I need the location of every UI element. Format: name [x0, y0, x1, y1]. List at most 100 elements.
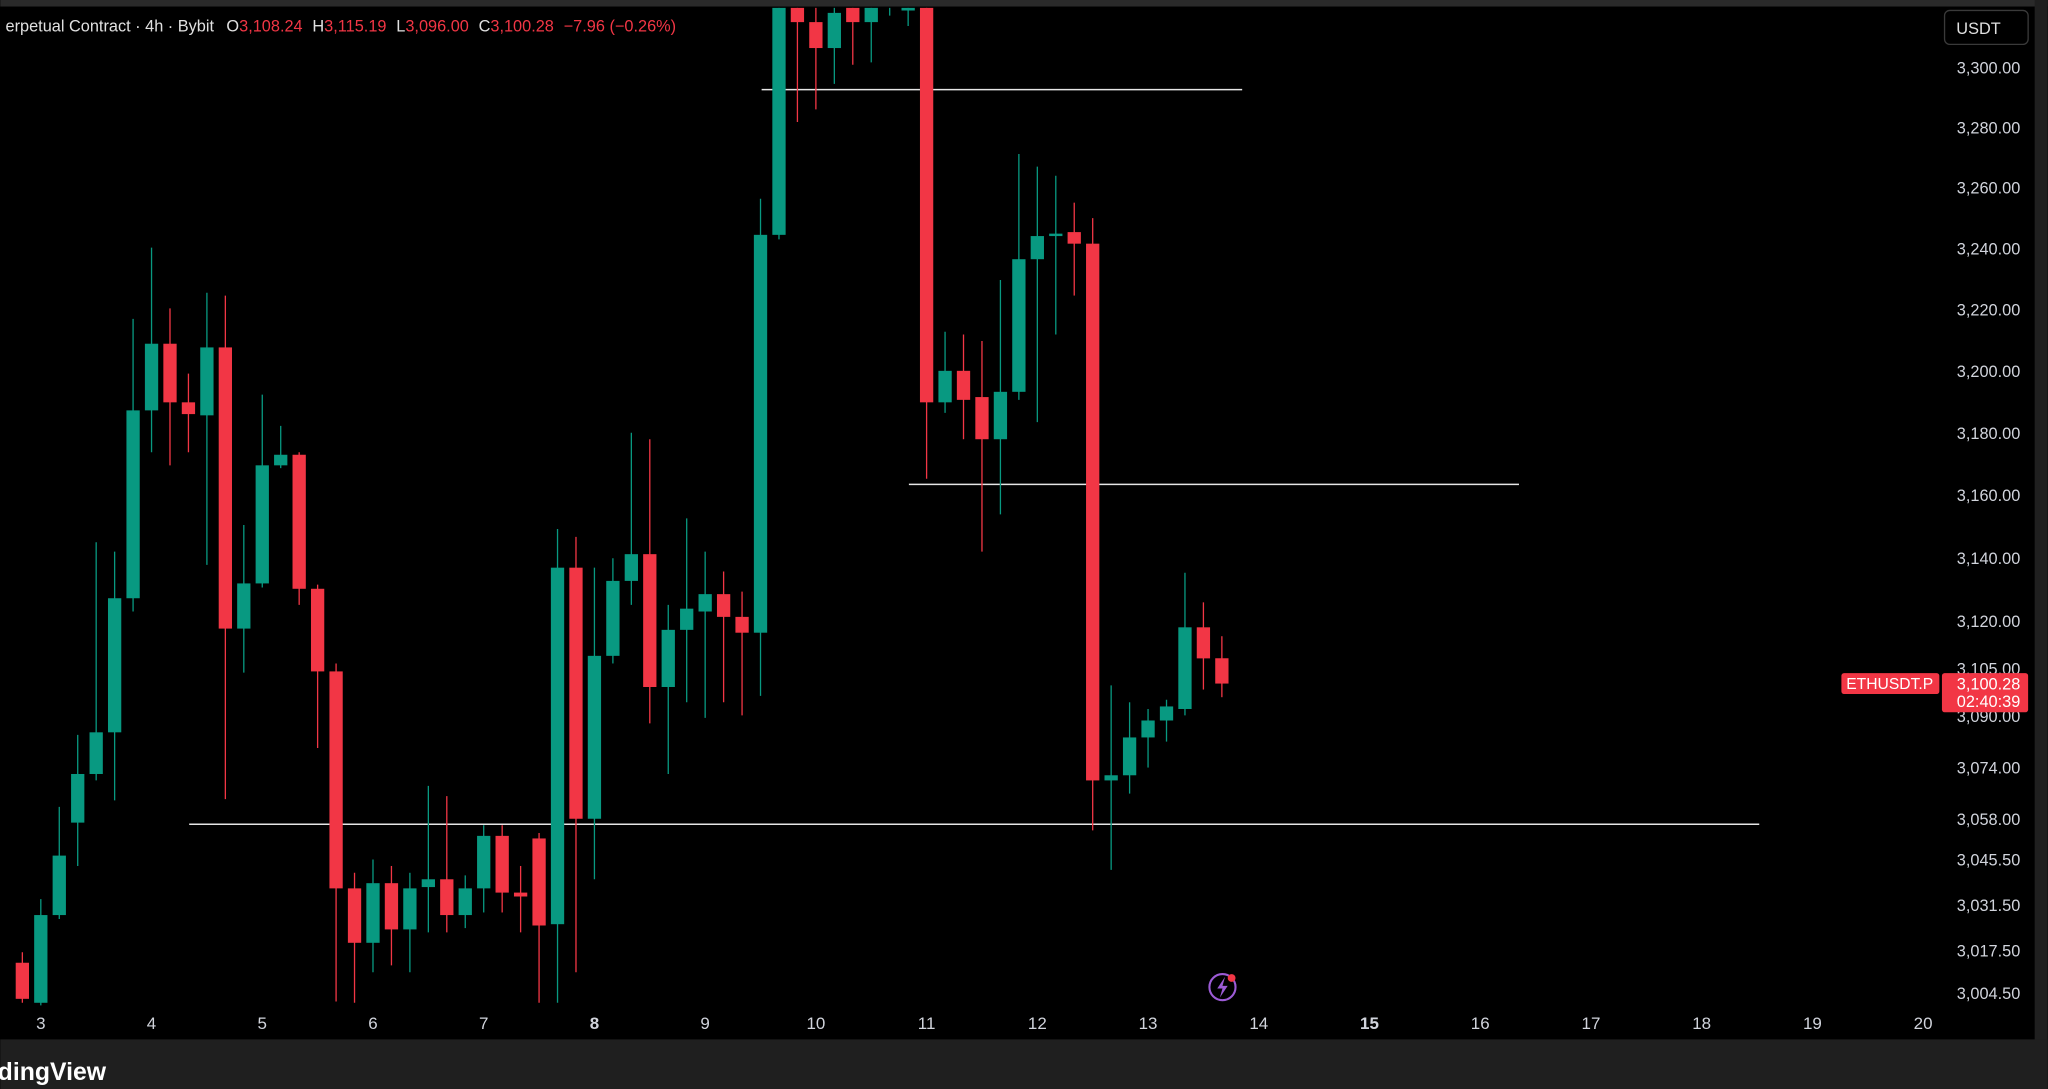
candle-body	[1122, 737, 1137, 776]
candle-body	[200, 347, 214, 416]
candle-body	[310, 588, 325, 672]
candle-body	[1196, 627, 1211, 659]
candle-body	[569, 567, 583, 819]
candle-body	[993, 391, 1008, 440]
plot-area	[15, 7, 1760, 1006]
candle-body	[532, 838, 546, 926]
x-tick-label: 20	[1914, 1014, 1933, 1033]
candle-body	[1141, 720, 1155, 738]
candle-body	[975, 397, 989, 440]
x-tick-label: 12	[1028, 1014, 1047, 1033]
legend-key: H	[312, 17, 324, 35]
top-bar	[0, 0, 2048, 7]
y-tick-label: 3,017.50	[1957, 943, 2021, 961]
y-tick-label: 3,058.00	[1957, 811, 2021, 829]
candle-body	[1215, 658, 1229, 684]
alert-icon[interactable]	[1208, 973, 1237, 1002]
candle-body	[1030, 236, 1044, 260]
candle-body	[753, 234, 768, 633]
legend-value: 3,096.00	[405, 17, 469, 35]
candle-body	[15, 962, 29, 999]
candle-body	[1049, 233, 1063, 237]
brand: dingView	[0, 1059, 107, 1086]
legend-symbol: erpetual Contract · 4h · Bybit	[6, 17, 215, 35]
candle-body	[421, 879, 435, 888]
y-tick-label: 3,260.00	[1957, 180, 2021, 198]
candle-body	[1104, 775, 1118, 781]
y-tick-label: 3,160.00	[1957, 487, 2021, 505]
candle-body	[1178, 627, 1192, 709]
candle-body	[587, 655, 602, 819]
y-tick-label: 3,140.00	[1957, 550, 2021, 568]
candle-body	[827, 12, 841, 49]
x-tick-label: 16	[1471, 1014, 1490, 1033]
candle-body	[1086, 243, 1100, 781]
x-tick-label: 8	[590, 1014, 599, 1033]
candle-body	[34, 915, 48, 1003]
candle-body	[680, 608, 694, 630]
candle-body	[366, 883, 380, 943]
y-tick-label: 3,045.50	[1957, 851, 2021, 869]
candle-body	[403, 888, 417, 930]
candle-body	[1159, 706, 1174, 721]
y-tick-label: 3,180.00	[1957, 425, 2021, 443]
candle-body	[237, 583, 251, 629]
candle-body	[218, 347, 233, 629]
legend-key: C	[479, 17, 491, 35]
y-tick-label: 3,074.00	[1957, 759, 2021, 777]
x-tick-label: 4	[147, 1014, 156, 1033]
x-tick-label: 7	[479, 1014, 488, 1033]
x-tick-label: 10	[806, 1014, 825, 1033]
x-tick-label: 15	[1360, 1014, 1379, 1033]
x-tick-label: 14	[1249, 1014, 1268, 1033]
right-edge	[2034, 0, 2048, 1089]
alert-ring	[1208, 973, 1237, 1002]
symbol-tag-label: ETHUSDT.P	[1846, 676, 1933, 693]
candle-body	[384, 883, 399, 930]
candle-body	[772, 7, 786, 235]
candle-body	[698, 594, 712, 612]
x-tick-label: 3	[36, 1014, 45, 1033]
candle-body	[477, 835, 491, 889]
candle-body	[809, 22, 823, 49]
candle-body	[846, 7, 860, 23]
candle-body	[89, 732, 103, 774]
candle-body	[163, 343, 177, 403]
candle-body	[347, 888, 362, 943]
candle-body	[550, 567, 565, 925]
y-tick-label: 3,220.00	[1957, 302, 2021, 320]
y-tick-label: 3,240.00	[1957, 240, 2021, 258]
candle-body	[255, 465, 269, 584]
candle-body	[864, 7, 878, 23]
legend-value: 3,108.24	[239, 17, 303, 35]
currency-button[interactable]	[1943, 9, 2029, 46]
legend-value: 3,115.19	[324, 17, 386, 35]
y-tick-label: 3,200.00	[1957, 363, 2021, 381]
alert-dot	[1227, 974, 1236, 982]
candle-body	[458, 888, 472, 916]
y-tick-label: 3,004.50	[1957, 985, 2021, 1003]
candle-body	[513, 892, 528, 897]
y-tick-label: 3,280.00	[1957, 119, 2021, 137]
candle-body	[901, 7, 915, 11]
y-tick-label: 3,120.00	[1957, 613, 2021, 631]
price-tag	[1941, 673, 2029, 713]
candle-body	[938, 370, 952, 403]
price-tag-countdown: 02:40:39	[1957, 693, 2021, 711]
candle-body	[643, 554, 657, 688]
candle-body	[107, 598, 122, 733]
x-tick-label: 6	[368, 1014, 377, 1033]
candle-body	[71, 773, 85, 823]
x-tick-label: 18	[1692, 1014, 1711, 1033]
x-tick-label: 9	[700, 1014, 709, 1033]
legend-change: −7.96 (−0.26%)	[564, 17, 676, 35]
candle-body	[292, 454, 306, 589]
candle-body	[126, 410, 140, 599]
candle-body	[919, 7, 934, 403]
candle-body	[274, 454, 288, 466]
candle-body	[1067, 232, 1081, 244]
x-tick-label: 19	[1803, 1014, 1822, 1033]
